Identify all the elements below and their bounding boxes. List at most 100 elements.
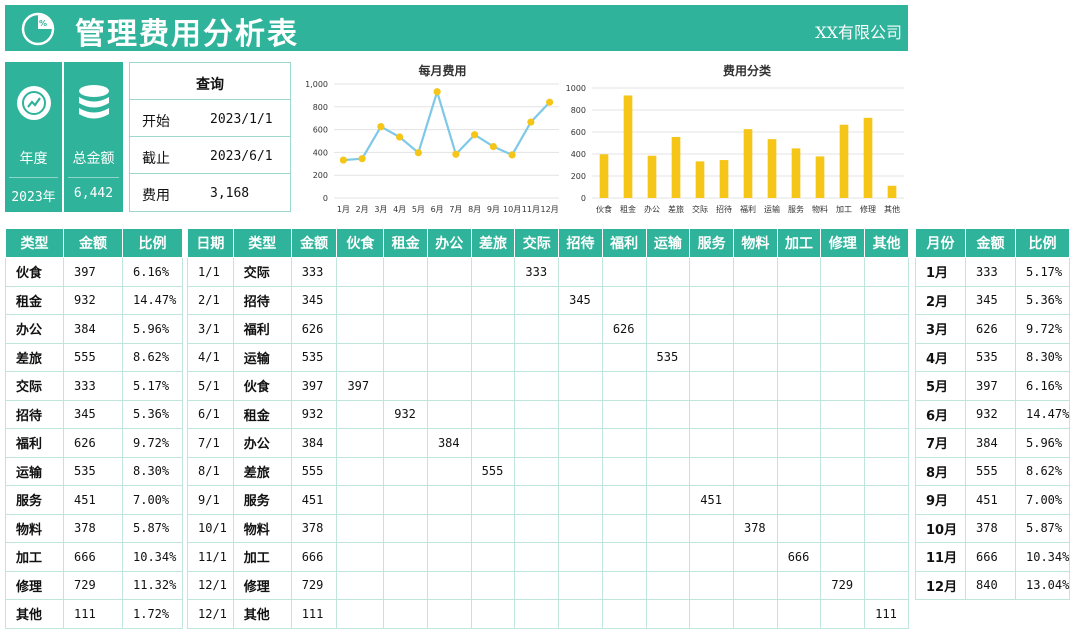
table-cell[interactable]: 6.16%	[1015, 371, 1070, 401]
table-cell[interactable]: 办公	[232, 428, 292, 458]
table-cell[interactable]	[776, 314, 822, 344]
table-cell[interactable]	[426, 257, 472, 287]
table-cell[interactable]: 626	[290, 314, 338, 344]
table-cell[interactable]: 8.30%	[1015, 342, 1070, 372]
table-cell[interactable]	[820, 599, 866, 629]
table-cell[interactable]: 7.00%	[1015, 485, 1070, 515]
table-cell[interactable]	[558, 456, 603, 486]
table-cell[interactable]: 5/1	[187, 371, 234, 401]
table-cell[interactable]: 11/1	[187, 542, 234, 572]
table-cell[interactable]: 10.34%	[122, 542, 183, 572]
table-cell[interactable]	[383, 285, 428, 315]
table-cell[interactable]	[558, 342, 603, 372]
table-cell[interactable]	[383, 428, 428, 458]
table-cell[interactable]: 729	[820, 570, 866, 600]
table-cell[interactable]: 626	[63, 428, 123, 458]
table-cell[interactable]: 加工	[232, 542, 292, 572]
table-cell[interactable]: 397	[290, 371, 338, 401]
table-cell[interactable]	[558, 428, 603, 458]
table-cell[interactable]	[336, 428, 385, 458]
table-cell[interactable]	[776, 456, 822, 486]
table-cell[interactable]	[820, 485, 866, 515]
table-cell[interactable]	[689, 542, 734, 572]
table-cell[interactable]: 9.72%	[122, 428, 183, 458]
table-cell[interactable]	[426, 371, 472, 401]
table-cell[interactable]	[689, 285, 734, 315]
table-cell[interactable]: 378	[63, 513, 123, 543]
table-cell[interactable]	[470, 542, 516, 572]
table-cell[interactable]	[645, 456, 691, 486]
table-cell[interactable]: 租金	[232, 399, 292, 429]
table-cell[interactable]	[732, 399, 778, 429]
table-cell[interactable]	[601, 542, 647, 572]
table-cell[interactable]	[645, 485, 691, 515]
table-cell[interactable]	[732, 570, 778, 600]
table-cell[interactable]	[645, 542, 691, 572]
table-cell[interactable]	[470, 570, 516, 600]
table-cell[interactable]	[558, 399, 603, 429]
table-cell[interactable]: 5.36%	[1015, 285, 1070, 315]
table-cell[interactable]	[776, 342, 822, 372]
table-cell[interactable]: 物料	[232, 513, 292, 543]
table-cell[interactable]: 8.62%	[1015, 456, 1070, 486]
table-cell[interactable]: 11.32%	[122, 570, 183, 600]
table-cell[interactable]: 451	[965, 485, 1016, 515]
table-cell[interactable]	[689, 399, 734, 429]
table-cell[interactable]	[470, 314, 516, 344]
table-cell[interactable]: 物料	[5, 513, 64, 543]
table-cell[interactable]: 8/1	[187, 456, 234, 486]
table-cell[interactable]: 397	[336, 371, 385, 401]
table-cell[interactable]: 修理	[5, 570, 64, 600]
table-cell[interactable]	[514, 570, 560, 600]
table-cell[interactable]: 932	[383, 399, 428, 429]
table-cell[interactable]: 451	[63, 485, 123, 515]
table-cell[interactable]: 招待	[232, 285, 292, 315]
table-cell[interactable]	[689, 342, 734, 372]
table-cell[interactable]	[864, 456, 909, 486]
table-cell[interactable]: 729	[290, 570, 338, 600]
table-cell[interactable]: 3月	[915, 314, 966, 344]
table-cell[interactable]	[645, 285, 691, 315]
table-cell[interactable]: 111	[290, 599, 338, 629]
table-cell[interactable]: 666	[290, 542, 338, 572]
table-cell[interactable]	[864, 570, 909, 600]
table-cell[interactable]	[820, 342, 866, 372]
table-cell[interactable]	[426, 570, 472, 600]
table-cell[interactable]: 交际	[5, 371, 64, 401]
table-cell[interactable]: 384	[63, 314, 123, 344]
table-cell[interactable]	[470, 485, 516, 515]
table-cell[interactable]	[601, 513, 647, 543]
table-cell[interactable]	[470, 342, 516, 372]
table-cell[interactable]	[776, 513, 822, 543]
table-cell[interactable]: 535	[645, 342, 691, 372]
table-cell[interactable]: 626	[601, 314, 647, 344]
table-cell[interactable]: 9.72%	[1015, 314, 1070, 344]
table-cell[interactable]	[514, 513, 560, 543]
table-cell[interactable]: 伙食	[5, 257, 64, 287]
table-cell[interactable]: 其他	[232, 599, 292, 629]
table-cell[interactable]	[820, 257, 866, 287]
table-cell[interactable]	[601, 485, 647, 515]
table-cell[interactable]	[426, 542, 472, 572]
table-cell[interactable]	[732, 314, 778, 344]
table-cell[interactable]	[558, 542, 603, 572]
table-cell[interactable]	[470, 513, 516, 543]
table-cell[interactable]	[601, 399, 647, 429]
table-cell[interactable]: 555	[290, 456, 338, 486]
table-cell[interactable]	[426, 485, 472, 515]
table-cell[interactable]	[336, 599, 385, 629]
table-cell[interactable]: 10月	[915, 513, 966, 543]
table-cell[interactable]: 9月	[915, 485, 966, 515]
table-cell[interactable]: 535	[965, 342, 1016, 372]
table-cell[interactable]	[820, 371, 866, 401]
table-cell[interactable]: 378	[290, 513, 338, 543]
table-cell[interactable]	[864, 513, 909, 543]
table-cell[interactable]: 345	[290, 285, 338, 315]
table-cell[interactable]: 办公	[5, 314, 64, 344]
table-cell[interactable]	[864, 542, 909, 572]
table-cell[interactable]	[864, 285, 909, 315]
table-cell[interactable]	[336, 513, 385, 543]
table-cell[interactable]: 4月	[915, 342, 966, 372]
table-cell[interactable]	[820, 513, 866, 543]
table-cell[interactable]: 378	[732, 513, 778, 543]
